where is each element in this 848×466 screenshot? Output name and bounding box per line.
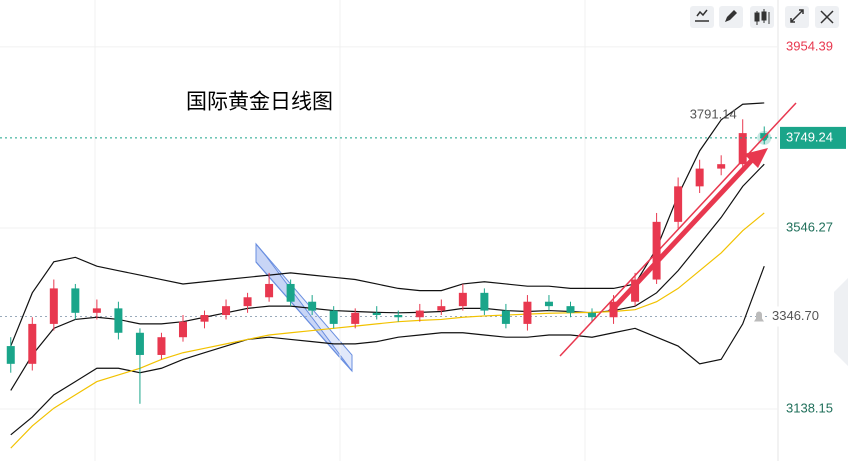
toolbar — [690, 6, 839, 28]
candle-body — [329, 310, 338, 324]
candle-body — [6, 346, 15, 364]
candle-body — [544, 301, 553, 307]
candle-body — [114, 308, 123, 333]
tool-icon — [695, 9, 709, 22]
alert-label: 3346.70 — [772, 308, 819, 323]
indicator-line — [10, 266, 765, 436]
y-tick-label: 3954.39 — [786, 38, 833, 53]
alert-icon — [754, 311, 764, 322]
candle-body — [92, 308, 101, 313]
chart-title: 国际黄金日线图 — [186, 91, 333, 114]
candle-body — [222, 306, 231, 316]
candle-body — [372, 312, 381, 316]
candle-body — [49, 288, 58, 324]
trend-arrow-head — [744, 148, 768, 168]
high-annotation: 3791.14 — [690, 107, 737, 122]
tool-icon — [820, 10, 834, 24]
candle-body — [415, 310, 424, 318]
candle-body — [458, 292, 467, 307]
candle-body — [566, 306, 575, 313]
tool-icon — [725, 10, 737, 22]
scroll-handle[interactable] — [834, 278, 848, 366]
indicator-line — [10, 163, 765, 391]
indicator-line — [10, 212, 765, 449]
candle-body — [351, 312, 360, 324]
last-price-box — [780, 126, 846, 149]
candle-body — [523, 301, 532, 324]
candle-body — [631, 279, 640, 302]
candle-body — [437, 306, 446, 311]
candle-body — [308, 301, 317, 311]
candle-body — [157, 337, 166, 355]
candle-body — [28, 323, 37, 364]
candle-body — [135, 332, 144, 355]
last-price-label: 3749.24 — [786, 129, 833, 144]
candle-body — [501, 310, 510, 324]
trend-arrow — [608, 158, 754, 314]
candle-body — [480, 292, 489, 311]
y-tick-label: 3138.15 — [786, 400, 833, 415]
candle-body — [652, 221, 661, 280]
alert-label-box — [768, 306, 834, 327]
trend-line — [559, 102, 797, 357]
candle-body — [588, 312, 597, 318]
candle-body — [286, 283, 295, 302]
candle-body — [265, 283, 274, 298]
y-tick-label: 3546.27 — [786, 219, 833, 234]
candle-body — [71, 288, 80, 313]
candle-body — [695, 168, 704, 187]
candle-body — [178, 321, 187, 338]
candle-body — [674, 186, 683, 222]
candle-body — [200, 315, 209, 322]
candle-body — [717, 164, 726, 169]
tool-icon — [790, 9, 804, 23]
candle-body — [243, 297, 252, 307]
tool-button[interactable] — [690, 6, 714, 28]
candle-body — [394, 315, 403, 318]
candle-body — [738, 133, 747, 165]
tool-icon — [754, 9, 770, 25]
